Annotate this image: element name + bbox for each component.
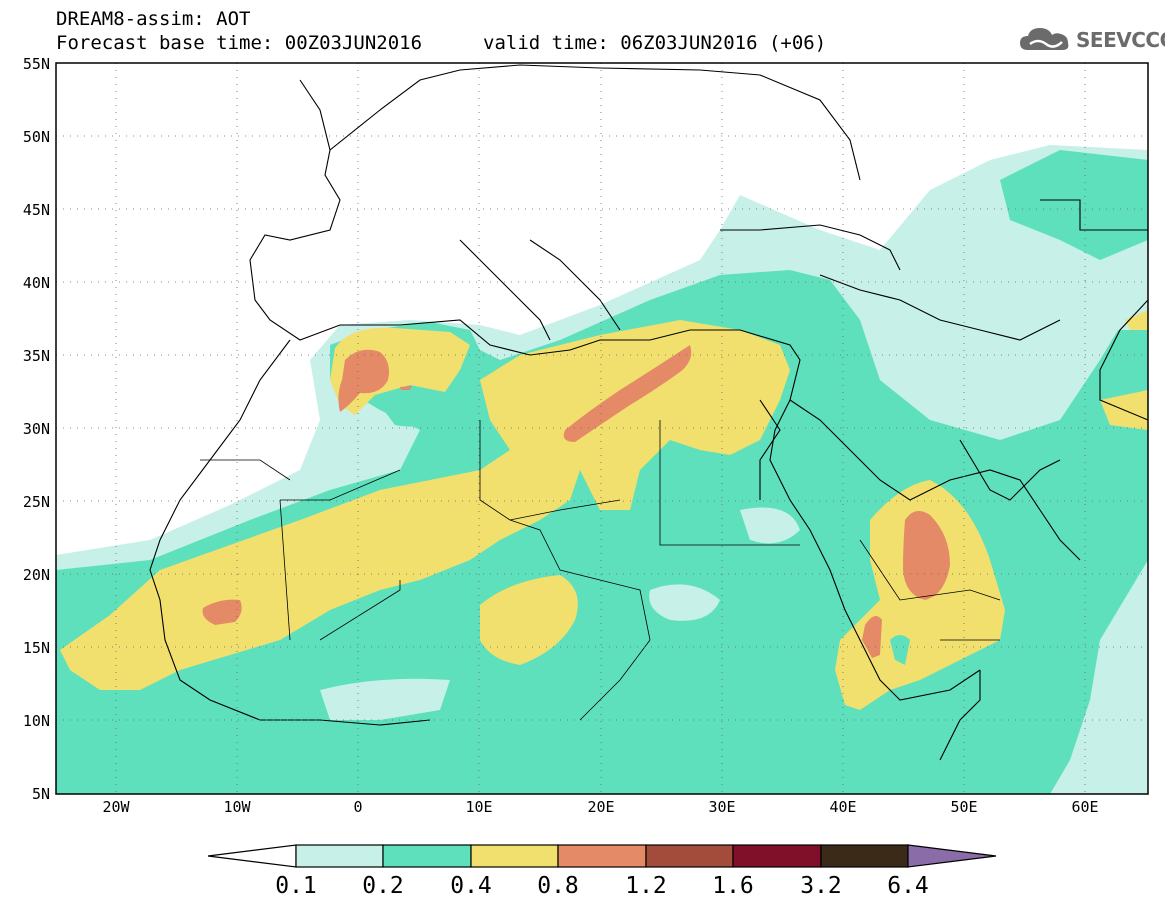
valid-time: valid time: 06Z03JUN2016 (+06): [483, 32, 827, 54]
lat-tick-label: 30N: [23, 420, 50, 438]
lon-tick-label: 10E: [465, 798, 492, 816]
colorbar-segment: [732, 844, 822, 868]
map-title: DREAM8-assim: AOT: [56, 8, 251, 30]
colorbar-segment: [820, 844, 909, 868]
lon-tick-label: 40E: [829, 798, 856, 816]
colorbar-label: 6.4: [887, 873, 929, 899]
colorbar-label: 1.6: [712, 873, 754, 899]
colorbar-label: 0.4: [450, 873, 492, 899]
lat-tick-labels: 55N 50N 45N 40N 35N 30N 25N 20N 15N 10N …: [23, 55, 50, 803]
coastlines: [149, 64, 1148, 761]
colorbar-label: 0.1: [275, 873, 317, 899]
lon-tick-label: 20W: [102, 798, 130, 816]
lon-tick-label: 60E: [1071, 798, 1098, 816]
lat-tick-label: 45N: [23, 201, 50, 219]
lon-tick-label: 20E: [587, 798, 614, 816]
lat-tick-label: 20N: [23, 566, 50, 584]
colorbar-label: 0.8: [537, 873, 579, 899]
borders: [200, 420, 1001, 721]
colorbar-over-triangle: [907, 844, 997, 868]
lat-tick-label: 50N: [23, 128, 50, 146]
lon-tick-label: 10W: [223, 798, 251, 816]
colorbar-label: 0.2: [362, 873, 404, 899]
colorbar-segment: [645, 844, 734, 868]
colorbar-segment: [470, 844, 559, 868]
cloud-icon: [1020, 28, 1069, 50]
lon-tick-label: 50E: [950, 798, 977, 816]
logo-text: SEEVCCC: [1076, 28, 1165, 52]
colorbar-under-triangle: [207, 844, 297, 868]
lat-tick-label: 55N: [23, 55, 50, 73]
plot-frame: [55, 62, 1149, 795]
forecast-base-time: Forecast base time: 00Z03JUN2016: [56, 32, 423, 54]
aot-level-0-8: [202, 345, 950, 658]
lat-tick-label: 5N: [32, 785, 50, 803]
colorbar-label: 1.2: [625, 873, 667, 899]
colorbar-segment: [295, 844, 384, 868]
lat-tick-label: 25N: [23, 493, 50, 511]
grid: [56, 63, 1148, 794]
lat-tick-label: 40N: [23, 274, 50, 292]
lon-tick-labels: 20W 10W 0 10E 20E 30E 40E 50E 60E: [102, 798, 1098, 816]
lon-tick-label: 0: [353, 798, 362, 816]
colorbar: 0.1 0.2 0.4 0.8 1.2 1.6 3.2 6.4: [207, 844, 997, 899]
lat-tick-label: 15N: [23, 639, 50, 657]
seevccc-logo: SEEVCCC: [1018, 24, 1165, 56]
lon-tick-label: 30E: [708, 798, 735, 816]
colorbar-segment: [382, 844, 472, 868]
colorbar-label: 3.2: [800, 873, 842, 899]
lat-tick-label: 10N: [23, 712, 50, 730]
colorbar-segment: [557, 844, 647, 868]
lat-tick-label: 35N: [23, 347, 50, 365]
